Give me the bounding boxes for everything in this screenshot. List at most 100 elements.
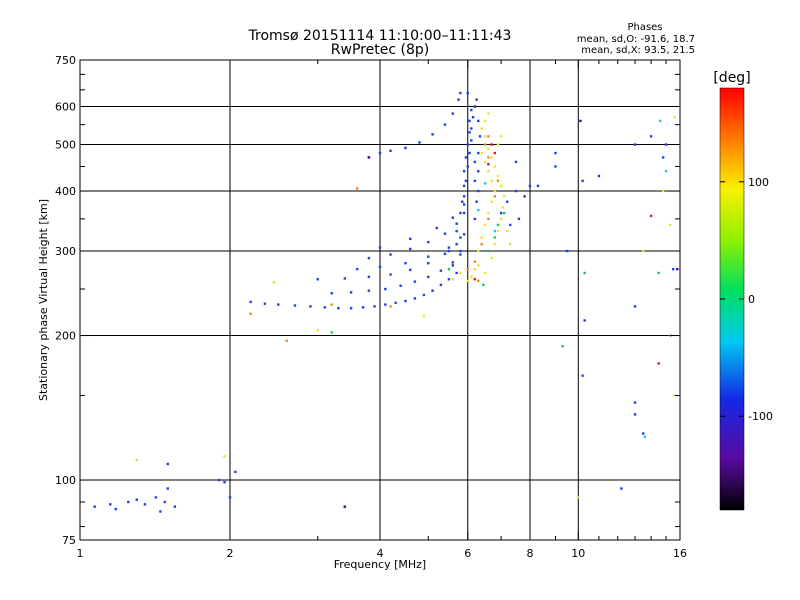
data-point bbox=[127, 500, 130, 504]
data-point bbox=[373, 305, 376, 308]
data-point bbox=[496, 143, 500, 146]
data-point bbox=[413, 297, 417, 300]
data-point bbox=[293, 304, 297, 307]
data-point bbox=[490, 200, 493, 203]
data-point bbox=[496, 179, 500, 183]
data-point bbox=[487, 169, 490, 173]
data-point bbox=[508, 242, 512, 246]
data-point bbox=[642, 432, 645, 435]
data-point bbox=[664, 143, 668, 146]
data-point bbox=[418, 141, 421, 144]
data-point bbox=[490, 256, 493, 260]
data-point bbox=[477, 151, 480, 155]
data-point bbox=[480, 236, 483, 239]
data-point bbox=[487, 112, 490, 115]
x-tick-label: 6 bbox=[464, 547, 471, 560]
data-point bbox=[477, 249, 480, 253]
y-tick-label: 100 bbox=[55, 474, 76, 487]
data-point bbox=[468, 119, 471, 123]
data-point bbox=[643, 435, 647, 439]
data-point bbox=[657, 362, 660, 365]
data-point bbox=[427, 261, 430, 265]
colorbar-ticks: 100 0 -100 bbox=[720, 176, 773, 423]
data-point bbox=[483, 223, 487, 227]
data-point bbox=[389, 305, 392, 308]
data-point bbox=[443, 252, 447, 256]
phases-heading: Phases bbox=[627, 22, 662, 33]
data-point bbox=[483, 160, 487, 164]
colorbar-label: [deg] bbox=[713, 70, 750, 86]
data-point bbox=[439, 283, 443, 287]
x-axis-label: Frequency [MHz] bbox=[334, 558, 426, 571]
data-point bbox=[413, 280, 417, 283]
data-point bbox=[496, 229, 500, 233]
data-point bbox=[343, 505, 347, 508]
data-point bbox=[422, 293, 426, 297]
data-point bbox=[384, 287, 387, 291]
data-point bbox=[671, 267, 675, 271]
data-point bbox=[633, 143, 637, 146]
data-point bbox=[309, 305, 312, 308]
data-point bbox=[459, 253, 462, 256]
data-point bbox=[217, 478, 221, 482]
data-point bbox=[523, 195, 526, 198]
data-point bbox=[93, 505, 96, 508]
data-point bbox=[455, 242, 458, 246]
data-point bbox=[597, 174, 601, 178]
phases-line-o: mean, sd,O: -91.6, 18.7 bbox=[577, 34, 695, 45]
colorbar-tick-label: 100 bbox=[748, 176, 769, 189]
data-point bbox=[166, 462, 169, 466]
data-point bbox=[316, 329, 319, 332]
data-point bbox=[505, 200, 509, 203]
data-point bbox=[447, 249, 451, 253]
data-point bbox=[473, 179, 477, 183]
data-point bbox=[466, 267, 469, 271]
colorbar-tick-label: 0 bbox=[748, 293, 755, 306]
data-point bbox=[493, 165, 497, 168]
x-tick-label: 10 bbox=[571, 547, 585, 560]
data-point bbox=[455, 229, 458, 233]
data-point bbox=[367, 275, 371, 279]
data-point bbox=[404, 261, 407, 265]
data-point bbox=[234, 470, 237, 474]
data-point bbox=[669, 223, 672, 227]
data-point bbox=[487, 249, 490, 253]
data-point bbox=[493, 242, 497, 246]
y-tick-label: 600 bbox=[55, 101, 76, 114]
data-point bbox=[561, 345, 564, 348]
data-point bbox=[466, 143, 469, 146]
data-point bbox=[427, 240, 430, 244]
data-point bbox=[554, 165, 557, 168]
data-point bbox=[143, 503, 147, 506]
data-point bbox=[443, 123, 447, 126]
colorbar-tick-label: -100 bbox=[748, 410, 773, 423]
y-tick-label: 300 bbox=[55, 245, 76, 258]
data-point bbox=[502, 211, 506, 215]
x-tick-label: 4 bbox=[377, 547, 384, 560]
data-point bbox=[355, 267, 359, 271]
data-point bbox=[447, 267, 451, 271]
data-point bbox=[501, 206, 504, 209]
phases-line-x: mean, sd,X: 93.5, 21.5 bbox=[581, 45, 695, 56]
data-point bbox=[462, 184, 466, 188]
data-point bbox=[285, 339, 288, 343]
x-tick-label: 16 bbox=[673, 547, 687, 560]
data-point bbox=[316, 278, 319, 281]
data-point bbox=[464, 179, 468, 183]
data-point bbox=[477, 264, 480, 267]
data-point bbox=[409, 247, 412, 251]
data-point bbox=[473, 260, 477, 263]
data-point bbox=[473, 217, 477, 221]
data-point bbox=[583, 271, 586, 275]
data-point bbox=[163, 500, 167, 504]
data-point bbox=[431, 133, 434, 136]
data-point bbox=[409, 237, 412, 241]
data-point bbox=[447, 278, 451, 281]
data-point bbox=[475, 98, 478, 101]
data-point bbox=[451, 264, 455, 267]
data-point bbox=[499, 217, 503, 221]
data-point bbox=[493, 236, 497, 239]
data-point bbox=[435, 226, 438, 230]
data-point bbox=[459, 91, 462, 95]
data-point bbox=[468, 151, 471, 155]
